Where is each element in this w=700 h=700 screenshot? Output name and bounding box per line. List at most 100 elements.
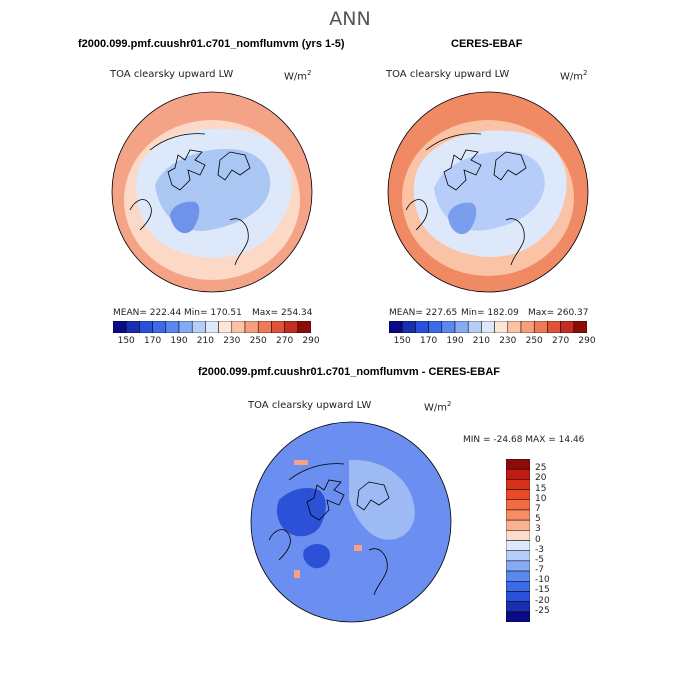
- panel-3-colorbar-tick-label: -25: [535, 605, 550, 616]
- panel-1-units: W/m2: [284, 69, 311, 82]
- panel-3-field: [251, 422, 451, 622]
- panel-3-minmax: MIN = -24.68 MAX = 14.46: [463, 435, 585, 445]
- panel-2-colorbar-tick-label: 150: [393, 336, 411, 346]
- panel-1-colorbar-swatch: [257, 321, 272, 333]
- panel-1-colorbar-tick-label: 290: [302, 336, 320, 346]
- panel-2-colorbar-swatch: [494, 321, 509, 333]
- panel-1-colorbar-tick-label: 170: [144, 336, 162, 346]
- panel-3-colorbar-tick-label: -15: [535, 585, 550, 596]
- panel-1-polar-map: [111, 91, 313, 293]
- panel-2-max: Max= 260.37: [528, 308, 589, 318]
- panel-2-colorbar-swatch: [401, 321, 416, 333]
- panel-2-colorbar-tick-label: 190: [446, 336, 464, 346]
- panel-2-colorbar-swatch: [507, 321, 522, 333]
- panel-1-colorbar-swatch: [125, 321, 140, 333]
- panel-3-colorbar-swatch: [506, 560, 530, 572]
- panel-1-colorbar-tick-label: 270: [276, 336, 294, 346]
- panel-2-colorbar-tick-label: 250: [525, 336, 543, 346]
- panel-2-units-exp: 2: [583, 69, 588, 77]
- panel-2-min: Min= 182.09: [461, 308, 519, 318]
- panel-3-colorbar-tick-label: 7: [535, 503, 541, 514]
- panel-1-colorbar-tick-label: 190: [170, 336, 188, 346]
- panel-3-title: f2000.099.pmf.cuushr01.c701_nomflumvm - …: [198, 366, 500, 378]
- panel-3-colorbar-swatch: [506, 509, 530, 521]
- panel-1-variable: TOA clearsky upward LW: [110, 69, 234, 80]
- panel-3-colorbar-tick-label: -5: [535, 554, 544, 565]
- panel-2-field: [388, 92, 588, 292]
- panel-1-units-exp: 2: [307, 69, 312, 77]
- figure-title: ANN: [329, 8, 371, 30]
- panel-2-colorbar-swatch: [428, 321, 443, 333]
- panel-1-colorbar-swatch: [231, 321, 246, 333]
- panel-3-colorbar-swatch: [506, 519, 530, 531]
- panel-3-colorbar: [506, 459, 530, 622]
- panel-1-colorbar-swatch: [113, 321, 127, 333]
- panel-2-colorbar-swatch: [454, 321, 469, 333]
- panel-1-colorbar-swatch: [218, 321, 233, 333]
- panel-3-colorbar-swatch: [506, 550, 530, 562]
- panel-1-colorbar-swatch: [284, 321, 299, 333]
- panel-1-field: [112, 92, 312, 292]
- panel-2-mean: MEAN= 227.65: [389, 308, 458, 318]
- panel-3-colorbar-tick-label: -7: [535, 565, 544, 576]
- panel-1-colorbar-swatch: [139, 321, 153, 333]
- panel-3-colorbar-swatch: [506, 479, 530, 490]
- panel-3-colorbar-swatch: [506, 459, 530, 470]
- panel-1-colorbar-swatch: [205, 321, 219, 333]
- panel-1-colorbar: [113, 321, 311, 333]
- panel-2-colorbar-swatch: [467, 321, 482, 333]
- panel-2-colorbar-tick-label: 290: [578, 336, 596, 346]
- panel-1-colorbar-tick-label: 230: [223, 336, 241, 346]
- panel-3-colorbar-tick-label: 25: [535, 463, 547, 474]
- panel-2-colorbar-swatch: [441, 321, 456, 333]
- panel-3-colorbar-swatch: [506, 581, 530, 592]
- panel-1-colorbar-swatch: [191, 321, 206, 333]
- panel-3-colorbar-swatch: [506, 499, 530, 511]
- panel-2-units-base: W/m: [560, 71, 583, 83]
- panel-3-colorbar-tick-label: 5: [535, 514, 541, 525]
- panel-3-colorbar-tick-label: 20: [535, 473, 547, 484]
- panel-2-title: CERES-EBAF: [451, 38, 523, 50]
- panel-2-colorbar: [389, 321, 587, 333]
- panel-3-units-exp: 2: [447, 400, 452, 408]
- panel-1-mean: MEAN= 222.44: [113, 308, 182, 318]
- panel-1-colorbar-swatch: [178, 321, 193, 333]
- panel-2-colorbar-swatch: [560, 321, 575, 333]
- panel-3-colorbar-swatch: [506, 611, 530, 622]
- panel-2-colorbar-tick-label: 170: [420, 336, 438, 346]
- panel-1-colorbar-swatch: [152, 321, 167, 333]
- panel-3-colorbar-swatch: [506, 530, 530, 541]
- panel-3-colorbar-swatch: [506, 570, 530, 582]
- panel-2-colorbar-swatch: [573, 321, 587, 333]
- panel-2-colorbar-tick-label: 210: [472, 336, 490, 346]
- panel-3-units: W/m2: [424, 400, 451, 413]
- panel-1-title: f2000.099.pmf.cuushr01.c701_nomflumvm (y…: [78, 38, 345, 50]
- panel-1-min: Min= 170.51: [184, 308, 242, 318]
- panel-3-colorbar-tick-label: -20: [535, 595, 550, 606]
- panel-2-colorbar-tick-label: 230: [499, 336, 517, 346]
- panel-2-colorbar-tick-label: 270: [552, 336, 570, 346]
- panel-1-colorbar-tick-label: 210: [196, 336, 214, 346]
- panel-3-variable: TOA clearsky upward LW: [248, 400, 372, 411]
- panel-1-colorbar-tick-label: 250: [249, 336, 267, 346]
- panel-2-polar-map: [387, 91, 589, 293]
- panel-2-colorbar-swatch: [533, 321, 548, 333]
- panel-3-polar-map: [250, 421, 452, 623]
- panel-2-colorbar-swatch: [547, 321, 561, 333]
- panel-3-colorbar-swatch: [506, 591, 530, 602]
- panel-3-colorbar-tick-label: 10: [535, 493, 547, 504]
- panel-1-max: Max= 254.34: [252, 308, 313, 318]
- panel-3-colorbar-tick-label: 15: [535, 483, 547, 494]
- panel-3-colorbar-swatch: [506, 468, 530, 480]
- panel-2-units: W/m2: [560, 69, 587, 82]
- panel-2-colorbar-swatch: [389, 321, 403, 333]
- panel-3-units-base: W/m: [424, 402, 447, 414]
- panel-3-colorbar-swatch: [506, 540, 530, 551]
- panel-1-colorbar-swatch: [271, 321, 285, 333]
- panel-2-colorbar-swatch: [520, 321, 535, 333]
- panel-1-colorbar-swatch: [244, 321, 259, 333]
- panel-3-colorbar-tick-label: -10: [535, 575, 550, 586]
- panel-3-colorbar-tick-label: 3: [535, 524, 541, 535]
- panel-1-colorbar-swatch: [165, 321, 180, 333]
